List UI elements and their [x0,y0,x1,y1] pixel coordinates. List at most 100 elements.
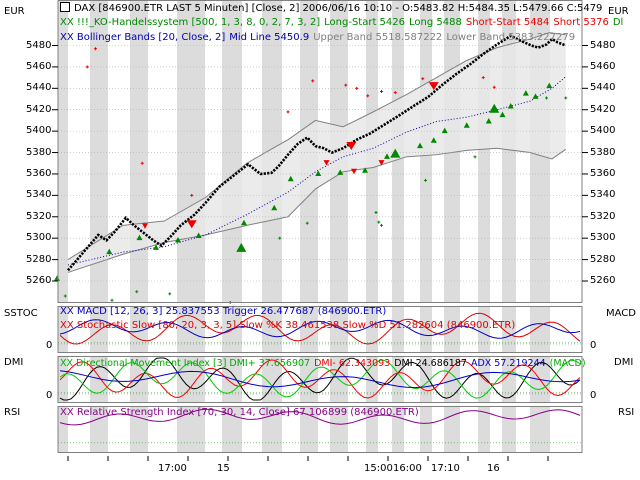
panel-frame [57,356,583,403]
y-tick-left: 5420 [26,103,52,115]
ko-marker [390,148,401,158]
sstoc-label: SSTOC [4,308,38,319]
adx-line [59,370,581,389]
y-tick-left: 5260 [26,275,52,286]
upper-band-line [67,32,566,261]
time-band [444,356,460,402]
dmi-text-prefix: XX Directional Movement Index [3] DMI+ 3… [60,358,311,369]
ko-marker [384,153,390,159]
time-band [300,406,318,452]
time-band [130,356,148,402]
ko-marker [175,236,181,243]
y-tick-right: 5480 [590,39,616,51]
time-band [478,306,490,352]
y-tick-left: 5460 [26,60,52,72]
time-band [444,306,460,352]
time-band [530,406,550,452]
time-band [90,0,108,302]
y-tick-right: 5340 [590,189,616,201]
time-band [300,306,318,352]
y-tick-right: 5440 [590,82,616,94]
rsi-right-label: RSI [618,407,635,418]
time-band [58,306,68,352]
x-label-6: 16 [487,463,500,474]
y-tick-left: 5300 [26,232,52,244]
bollinger-header: XX Bollinger Bands [20, Close, 2] Mid Lin… [60,32,579,43]
time-band [502,406,516,452]
ko-marker [485,118,492,124]
ko-header-prefix: XX !!!_KO-Handelssystem [500, 1, 3, 8, 0… [60,17,321,28]
time-band [420,406,432,452]
bollinger-lower: Lower Band 5383.227279 [446,32,576,43]
y-tick-left: 5440 [26,82,52,94]
stoch-zero-left: 0 [46,340,53,351]
y-tick-left: 5340 [26,189,52,201]
currency-right-label: EUR [608,6,629,17]
time-band [330,406,348,452]
dmi-text-suffix: (MACD) [549,358,586,369]
time-band [177,406,205,452]
stoch-line [59,312,581,345]
y-tick-right: 5260 [590,275,616,286]
ko-header: XX !!!_KO-Handelssystem [500, 1, 3, 8, 0… [60,17,627,28]
time-band [502,306,516,352]
ko-marker [378,160,385,166]
panel-frame [57,306,583,353]
ko-marker [153,244,159,250]
y-tick-right: 5400 [590,125,616,137]
ko-marker [499,111,506,118]
ko-marker [236,242,247,252]
dax-header-text: DAX [846900.ETR LAST 5 Minuten] [Close, … [74,3,603,14]
dmi-plus-line [59,359,581,399]
time-band [177,306,205,352]
dmi-zero-left: 0 [46,390,53,401]
time-band [392,356,404,402]
dmi-text-dmi: DMI 24.686187 [394,358,467,369]
time-band [262,306,282,352]
price-series [67,34,567,272]
ko-marker [507,103,514,109]
bollinger-mid: Mid Line 5450.9 [229,32,310,43]
ko-marker [346,142,357,151]
time-band [90,306,108,352]
x-label-1: 17:00 [158,463,187,474]
dmi-left-label: DMI [4,357,24,368]
ko-marker [522,90,529,96]
dmi-line [59,357,581,401]
y-tick-left: 5360 [26,167,52,179]
time-band [262,356,282,402]
x-label-5: 17:10 [431,463,460,474]
time-band [478,406,490,452]
y-tick-right: 5280 [590,253,616,265]
main-gridlines [58,45,582,282]
time-band [530,306,550,352]
stoch-zero-right: 0 [590,340,597,351]
ko-marker [315,170,322,176]
dmi-right-label: DMI [614,357,634,368]
time-band [58,406,68,452]
macd-line [59,319,581,339]
x-label-4: 16:00 [393,463,422,474]
time-band [502,356,516,402]
ko-marker [546,82,553,89]
x-axis-ticks [52,45,588,461]
y-tick-right: 5300 [590,232,616,244]
y-tick-left: 5320 [26,210,52,222]
ko-marker [136,234,143,241]
ko-marker [362,167,368,173]
time-band [444,406,460,452]
y-tick-left: 5400 [26,125,52,137]
time-band [330,306,348,352]
price-line [67,34,567,272]
rsi-text: XX Relative Strength Index [70, 30, 14, … [60,407,419,418]
y-tick-right: 5380 [590,146,616,158]
macd-text: XX MACD [12, 26, 3] 25.837553 Trigger 26… [60,306,387,317]
square-icon[interactable] [60,2,70,12]
x-label-2: 15 [217,463,230,474]
stoch-text: XX Stochastic Slow [80, 20, 3, 3, 5] Slo… [60,320,516,331]
ko-marker [241,219,247,226]
ko-marker [532,93,539,99]
ko-marker [323,160,330,166]
ko-marker [441,127,448,134]
dmi-text-minus: DMI- 62.343093 [314,358,391,369]
